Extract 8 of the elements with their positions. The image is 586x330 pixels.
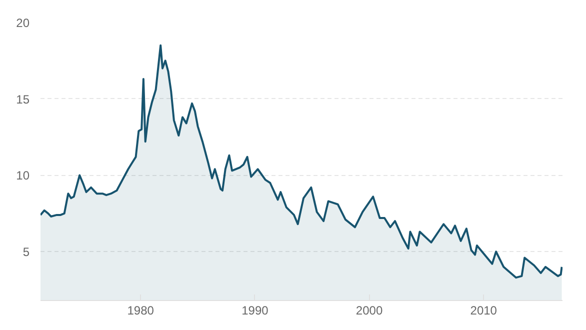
x-tick-label: 1980: [127, 304, 154, 318]
y-tick-label: 20: [16, 16, 30, 30]
y-tick-label: 15: [16, 92, 30, 106]
y-tick-label: 10: [16, 168, 30, 183]
y-tick-label: 5: [22, 245, 30, 260]
x-tick-label: 2000: [356, 304, 383, 318]
x-tick-label: 1990: [242, 304, 269, 318]
x-tick-label: 2010: [470, 304, 498, 318]
